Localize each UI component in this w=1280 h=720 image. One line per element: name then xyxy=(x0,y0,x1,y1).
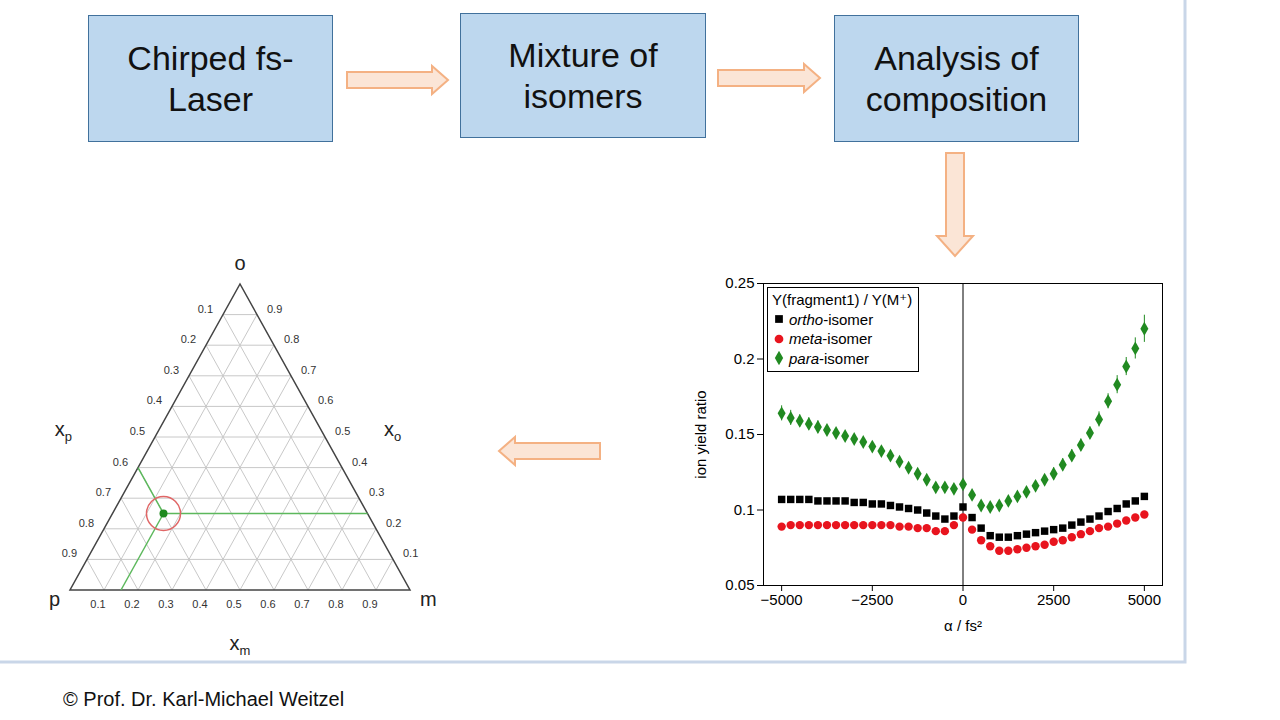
html-text:composition: composition xyxy=(865,79,1048,118)
svg-text:0.8: 0.8 xyxy=(328,598,343,610)
svg-text:0.6: 0.6 xyxy=(318,394,333,406)
svg-text:0.8: 0.8 xyxy=(284,333,299,345)
html-text:ortho -isomer: ortho -isomer xyxy=(789,310,874,328)
svg-text:−5000: −5000 xyxy=(761,591,803,608)
svg-text:m: m xyxy=(420,588,437,610)
html-text:para -isomer: para -isomer xyxy=(789,349,869,367)
html-text:isomers: isomers xyxy=(523,76,643,115)
html-text:© Prof. Dr. Karl-Michael Weitz: © Prof. Dr. Karl-Michael Weitzel xyxy=(63,688,345,710)
svg-text:0.4: 0.4 xyxy=(192,598,207,610)
svg-text:0.1: 0.1 xyxy=(198,303,213,315)
svg-text:2500: 2500 xyxy=(1037,591,1070,608)
svg-text:o: o xyxy=(234,252,245,274)
svg-text:−2500: −2500 xyxy=(851,591,893,608)
svg-text:0.4: 0.4 xyxy=(147,394,162,406)
svg-text:0.6: 0.6 xyxy=(260,598,275,610)
svg-text:α / fs²: α / fs² xyxy=(944,617,982,634)
svg-text:0.2: 0.2 xyxy=(734,350,755,367)
svg-text:ion yield ratio: ion yield ratio xyxy=(692,390,709,478)
svg-text:0.3: 0.3 xyxy=(369,486,384,498)
svg-text:0.3: 0.3 xyxy=(164,364,179,376)
svg-text:0: 0 xyxy=(959,591,967,608)
svg-text:0.8: 0.8 xyxy=(79,517,94,529)
svg-text:xm: xm xyxy=(230,632,251,658)
svg-text:0.1: 0.1 xyxy=(403,547,418,559)
html-text:Mixture of: Mixture of xyxy=(508,35,658,74)
svg-text:xp: xp xyxy=(55,418,72,444)
svg-text:xo: xo xyxy=(384,418,401,444)
svg-text:0.25: 0.25 xyxy=(725,274,754,291)
svg-text:0.6: 0.6 xyxy=(113,456,128,468)
svg-text:0.9: 0.9 xyxy=(267,303,282,315)
svg-text:0.9: 0.9 xyxy=(62,547,77,559)
svg-text:0.2: 0.2 xyxy=(124,598,139,610)
svg-text:0.7: 0.7 xyxy=(301,364,316,376)
html-text:Analysis of: Analysis of xyxy=(874,38,1039,77)
svg-text:0.5: 0.5 xyxy=(335,425,350,437)
svg-text:0.05: 0.05 xyxy=(725,576,754,593)
svg-text:0.7: 0.7 xyxy=(96,486,111,498)
svg-text:0.1: 0.1 xyxy=(734,501,755,518)
html-text:Chirped fs-: Chirped fs- xyxy=(127,38,294,77)
svg-text:0.2: 0.2 xyxy=(386,517,401,529)
html-text:Laser: Laser xyxy=(168,79,253,118)
svg-text:0.4: 0.4 xyxy=(352,456,367,468)
svg-text:0.1: 0.1 xyxy=(90,598,105,610)
svg-text:0.7: 0.7 xyxy=(294,598,309,610)
svg-text:5000: 5000 xyxy=(1128,591,1161,608)
svg-text:0.15: 0.15 xyxy=(725,425,754,442)
svg-text:0.5: 0.5 xyxy=(130,425,145,437)
svg-text:p: p xyxy=(49,588,60,610)
html-text:meta -isomer: meta -isomer xyxy=(789,330,873,347)
svg-text:0.5: 0.5 xyxy=(226,598,241,610)
html-text:Y(fragment1) / Y(M⁺): Y(fragment1) / Y(M⁺) xyxy=(772,291,913,308)
svg-text:0.2: 0.2 xyxy=(181,333,196,345)
svg-text:0.9: 0.9 xyxy=(362,598,377,610)
svg-text:0.3: 0.3 xyxy=(158,598,173,610)
